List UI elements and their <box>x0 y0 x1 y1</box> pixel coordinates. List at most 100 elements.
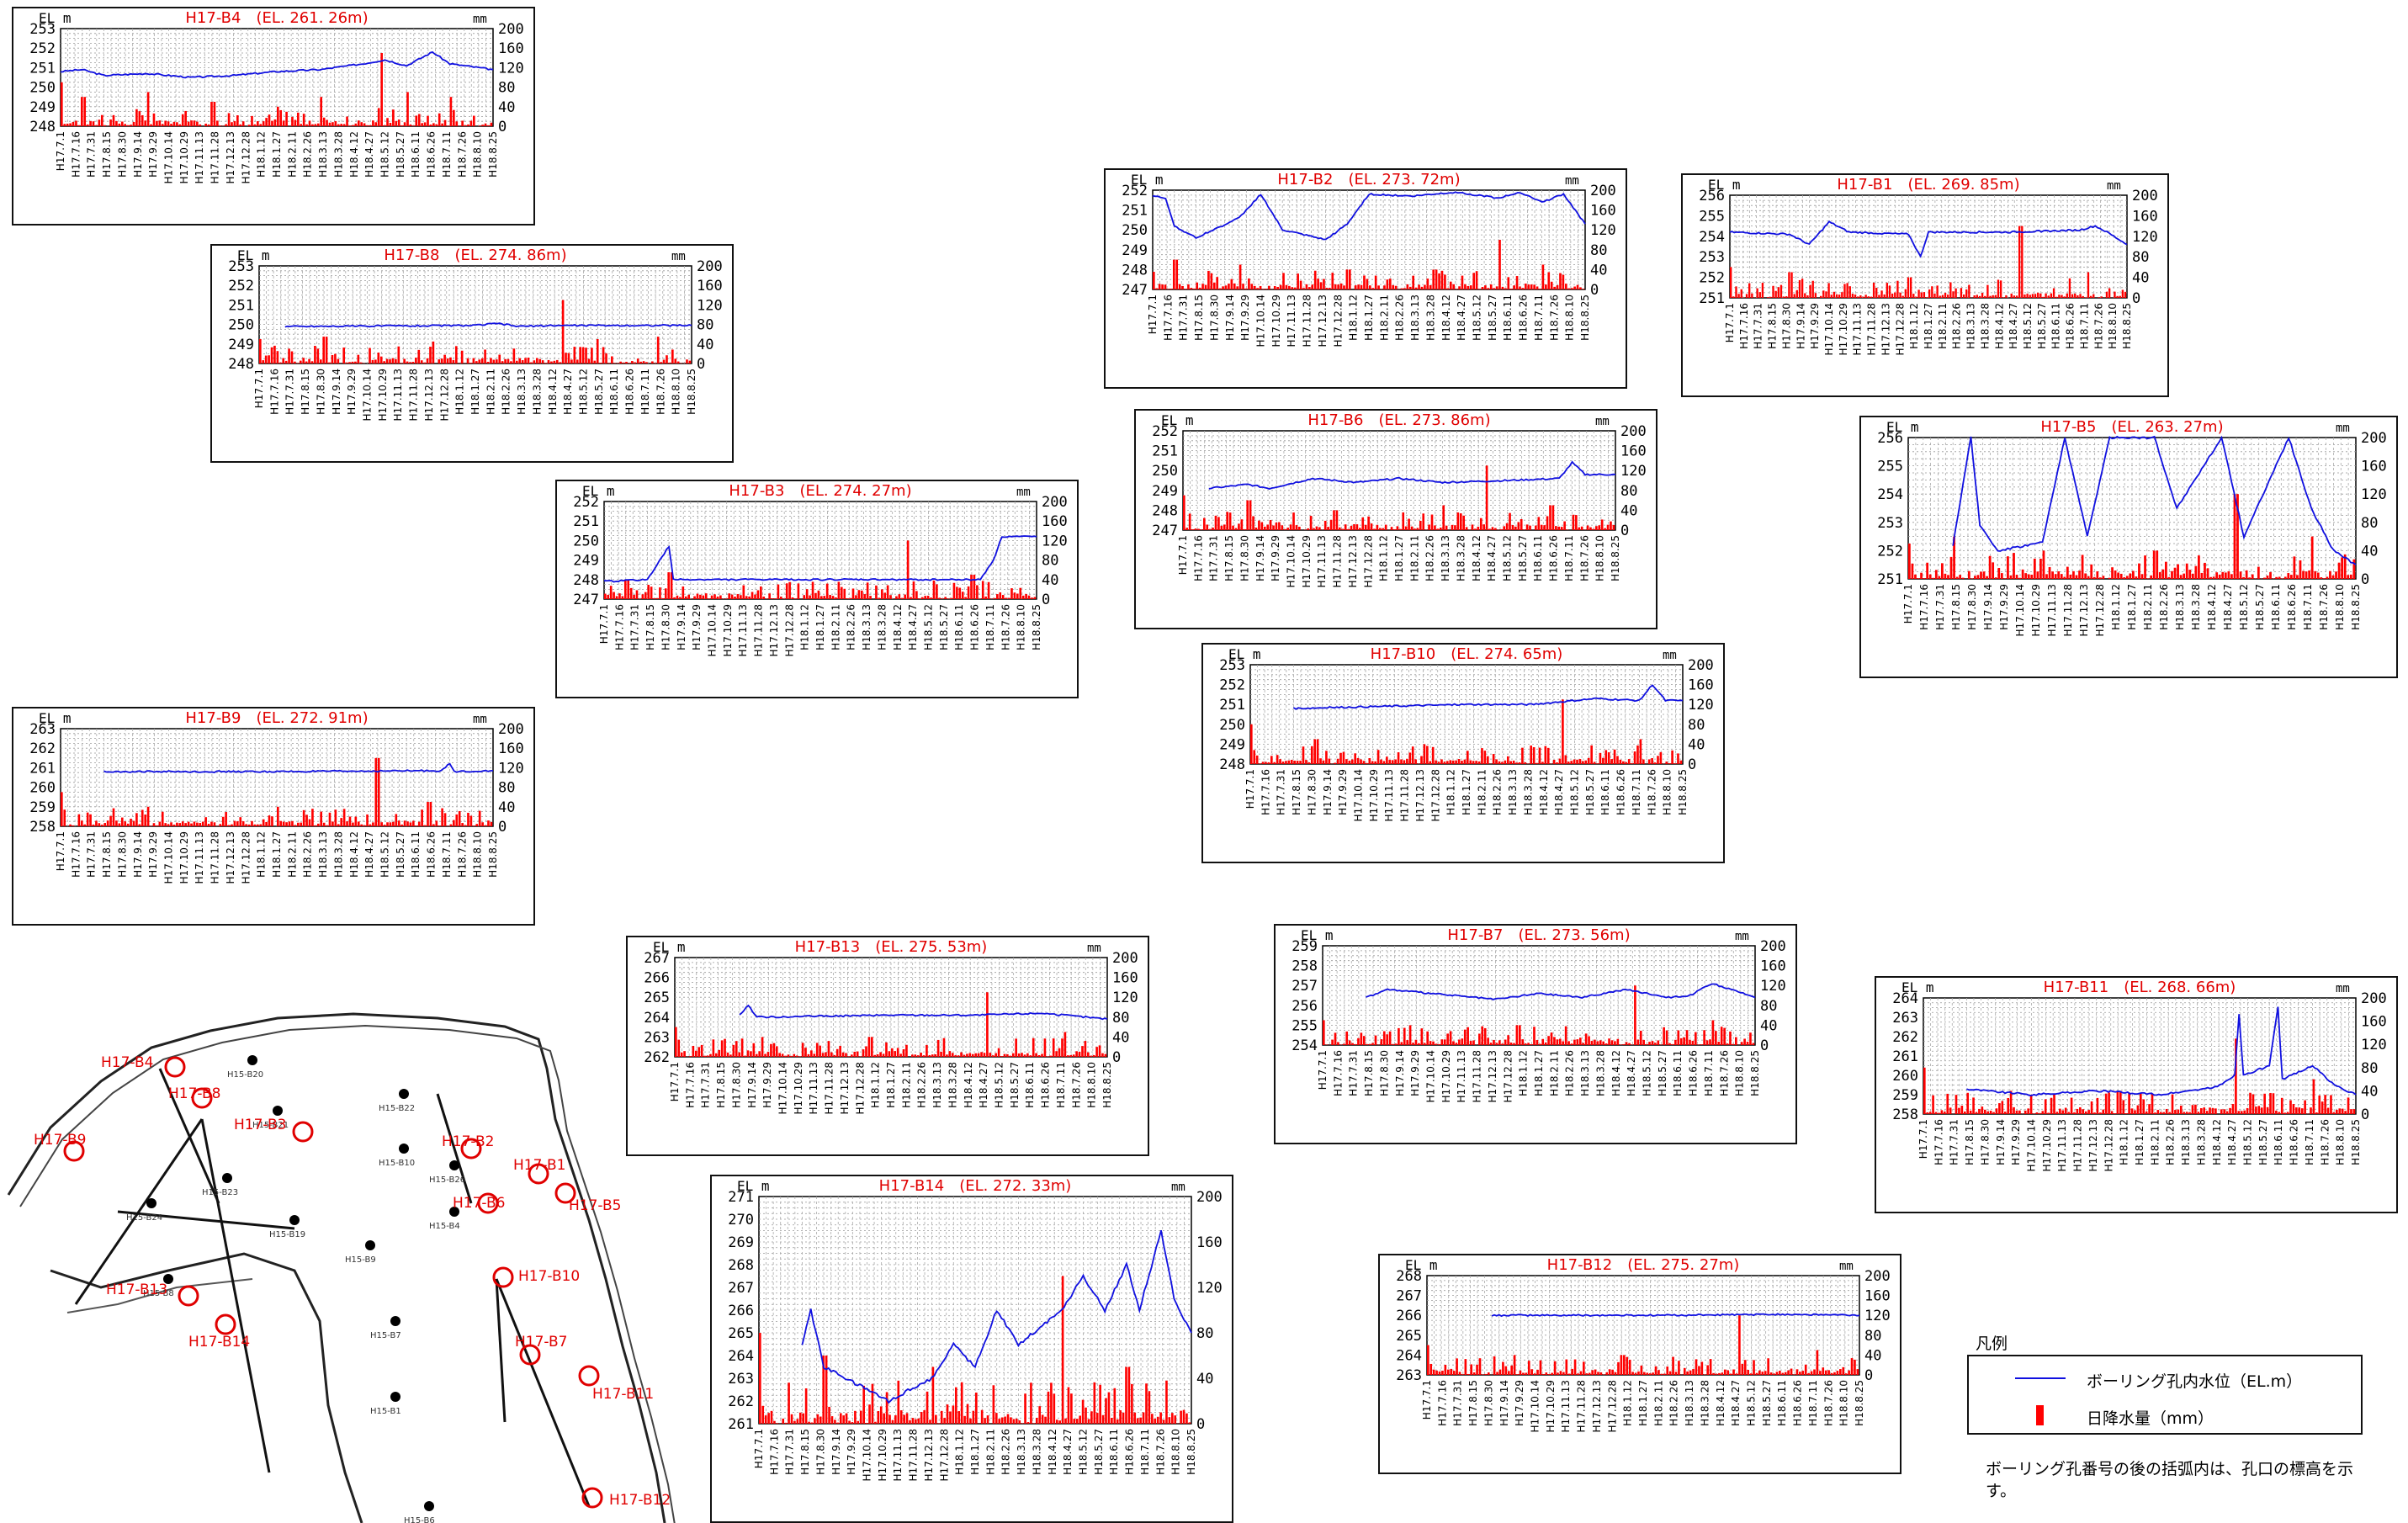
rain-bar <box>2071 294 2074 298</box>
rain-bar <box>888 1414 891 1424</box>
x-tick-label: H18.3.28 <box>1455 535 1467 581</box>
rain-bar <box>1090 1055 1093 1057</box>
rain-bar <box>1475 271 1478 289</box>
x-tick-label: H18.1.12 <box>1378 535 1390 581</box>
rain-tick-label: 120 <box>498 60 524 77</box>
rain-bar <box>1479 517 1482 530</box>
mm-unit-label: mm <box>1016 486 1031 499</box>
section-line <box>117 1210 295 1230</box>
rain-bar <box>395 358 397 364</box>
rain-bar <box>1404 526 1408 530</box>
rain-bar <box>1741 1363 1744 1375</box>
rain-bar <box>1403 288 1406 289</box>
rain-bar <box>167 121 170 126</box>
rain-bar <box>221 816 225 826</box>
old-borehole-label: H15-B8 <box>143 1289 174 1298</box>
rain-bar <box>253 124 257 126</box>
x-tick-label: H18.2.11 <box>1408 535 1420 581</box>
rain-bar <box>1521 747 1524 764</box>
rain-bar <box>1362 1036 1366 1045</box>
rain-tick-label: 120 <box>697 297 723 314</box>
rain-bar <box>1451 760 1455 764</box>
rain-bar <box>835 1048 839 1057</box>
rain-bar <box>2188 1112 2191 1114</box>
rain-bar <box>880 589 883 599</box>
x-tick-label: H17.12.13 <box>768 604 780 656</box>
rain-bar <box>1814 293 1817 298</box>
rain-bar <box>415 825 418 826</box>
rain-bar <box>2134 1110 2136 1114</box>
rain-bar <box>730 594 734 599</box>
rain-bar <box>952 582 956 599</box>
rain-bar <box>2047 1112 2050 1114</box>
rain-bar <box>1148 1391 1151 1424</box>
rain-bar <box>1175 259 1179 289</box>
rain-bar <box>1961 577 1965 579</box>
water-level-line <box>1729 220 2128 258</box>
rain-bar <box>346 116 348 126</box>
rain-bar <box>1295 525 1298 530</box>
x-tick-label: H17.7.16 <box>70 131 82 178</box>
chart-title: H17-B3 (EL. 274. 27m) <box>729 482 911 500</box>
el-unit-label: EL m <box>737 1178 770 1194</box>
rain-bar <box>1463 759 1467 764</box>
rain-bar <box>1335 510 1339 530</box>
rain-bar <box>1668 762 1671 764</box>
rain-bar <box>2183 1112 2186 1114</box>
x-tick-label: H17.7.1 <box>598 604 610 644</box>
rain-bar <box>1793 294 1795 298</box>
rain-bar <box>1081 1399 1085 1424</box>
rain-bar <box>2257 566 2260 579</box>
rain-bar <box>1345 269 1349 289</box>
rain-bar <box>1854 1359 1856 1375</box>
rain-bar <box>449 824 453 826</box>
rain-bar <box>219 824 222 826</box>
rain-bar <box>1434 525 1436 530</box>
rain-bar <box>1703 1030 1705 1045</box>
rain-bar <box>141 114 144 126</box>
rain-bar <box>334 121 337 126</box>
rain-bar <box>804 1388 808 1424</box>
rain-bar <box>2296 575 2299 579</box>
y-tick-label: 254 <box>1877 486 1903 503</box>
rain-bar <box>2003 1112 2007 1114</box>
y-tick-label: 261 <box>29 760 56 777</box>
rain-bar <box>1104 1053 1107 1057</box>
rain-bar <box>2280 1097 2283 1114</box>
rain-bar <box>773 1420 776 1424</box>
x-tick-label: H17.7.1 <box>253 369 265 408</box>
x-tick-label: H18.4.12 <box>348 831 360 878</box>
rain-bar <box>236 821 239 826</box>
section-line <box>495 1278 507 1423</box>
rain-bar <box>1953 536 1955 579</box>
rain-bar <box>118 123 121 126</box>
x-tick-label: H17.10.29 <box>178 131 190 183</box>
rain-bar <box>1079 1415 1081 1424</box>
rain-bar <box>952 1405 955 1424</box>
rain-bar <box>1432 1041 1435 1045</box>
rain-bar <box>262 819 265 826</box>
x-tick-label: H17.8.15 <box>799 1429 811 1475</box>
rain-bar <box>879 1052 882 1057</box>
rain-bar <box>279 109 283 126</box>
rain-bar <box>1471 524 1474 530</box>
y-tick-label: 256 <box>1877 430 1903 447</box>
water-level-line <box>1292 684 1684 710</box>
rain-bar <box>1499 528 1503 530</box>
rain-bar <box>1558 758 1562 764</box>
x-tick-label: H17.12.13 <box>1591 1380 1603 1432</box>
rain-bar <box>830 1416 834 1424</box>
x-tick-label: H17.12.28 <box>1429 769 1441 821</box>
rain-bar <box>1926 562 1929 579</box>
rain-bar <box>2335 571 2337 579</box>
x-tick-label: H17.9.29 <box>1337 769 1349 815</box>
rain-bar <box>963 1415 966 1424</box>
rain-tick-label: 0 <box>1196 1416 1205 1433</box>
x-tick-label: H18.7.26 <box>456 131 468 178</box>
rain-bar <box>676 595 679 599</box>
rain-bar <box>2001 1101 2004 1114</box>
rain-bar <box>100 114 103 126</box>
old-borehole-label: H15-B20 <box>227 1070 263 1080</box>
rain-bar <box>475 361 478 364</box>
rain-bar <box>928 1054 931 1057</box>
